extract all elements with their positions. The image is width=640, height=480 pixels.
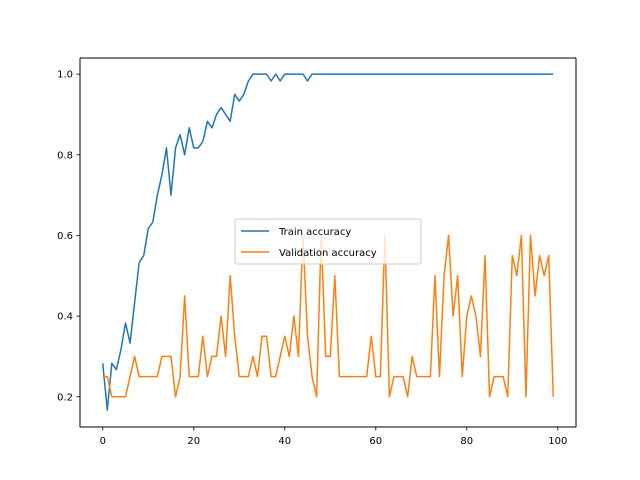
y-axis: 0.2 0.4 0.6 0.8 1.0 bbox=[57, 70, 80, 403]
plot-area: 0 20 40 60 80 100 0.2 0.4 0.6 0.8 1.0 Train accur… bbox=[57, 57, 577, 447]
y-tick-label: 0.4 bbox=[57, 312, 73, 323]
legend-label-train: Train accuracy bbox=[278, 227, 351, 238]
y-tick-label: 1.0 bbox=[57, 70, 73, 81]
x-tick-label: 60 bbox=[369, 436, 382, 447]
series-line-train-accuracy bbox=[102, 73, 554, 411]
series-layer bbox=[102, 73, 554, 411]
x-tick-label: 20 bbox=[187, 436, 200, 447]
x-axis: 0 20 40 60 80 100 bbox=[100, 427, 567, 447]
legend: Train accuracy Validation accuracy bbox=[234, 218, 422, 265]
legend-box bbox=[234, 218, 422, 265]
legend-label-validation: Validation accuracy bbox=[279, 248, 377, 259]
x-tick-label: 80 bbox=[460, 436, 473, 447]
y-tick-label: 0.8 bbox=[57, 150, 73, 161]
x-tick-label: 0 bbox=[100, 436, 106, 447]
x-tick-label: 100 bbox=[548, 436, 567, 447]
y-tick-label: 0.6 bbox=[57, 231, 73, 242]
series-line-validation-accuracy bbox=[102, 234, 554, 398]
y-tick-label: 0.2 bbox=[57, 392, 73, 403]
x-tick-label: 40 bbox=[278, 436, 291, 447]
axes-frame bbox=[79, 57, 577, 428]
